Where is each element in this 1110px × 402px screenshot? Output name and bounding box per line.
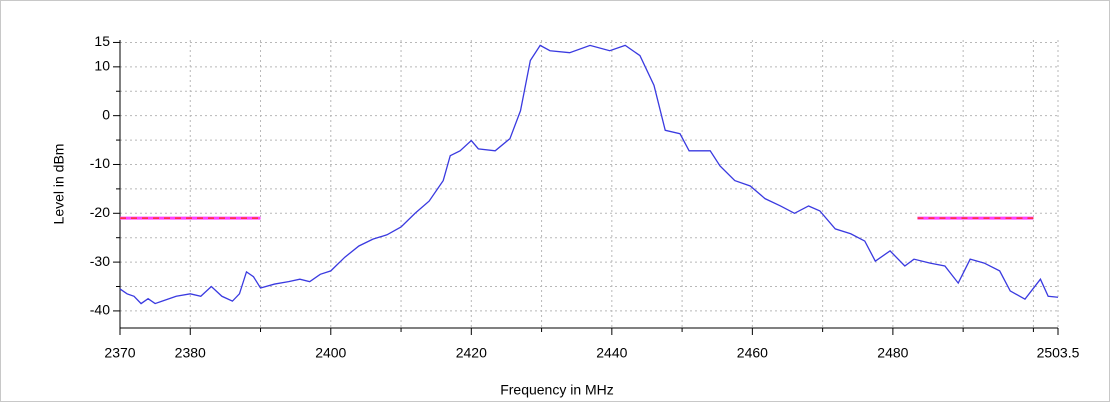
x-tick-label: 2370 [104, 345, 135, 361]
y-tick-label: 10 [94, 58, 110, 74]
y-tick-label: -10 [90, 155, 110, 171]
y-axis-label: Level in dBm [51, 144, 67, 225]
x-tick-label: 2420 [456, 345, 487, 361]
x-axis-label: Frequency in MHz [500, 382, 614, 398]
y-tick-label: -40 [90, 302, 110, 318]
x-tick-label: 2480 [877, 345, 908, 361]
x-tick-label: 2400 [315, 345, 346, 361]
y-tick-label: -20 [90, 204, 110, 220]
trace [119, 44, 1059, 305]
y-tick-label: 15 [94, 33, 110, 49]
x-tick-label: 2440 [596, 345, 627, 361]
x-tick-label: 2460 [737, 345, 768, 361]
x-tick-label: 2503.5 [1037, 345, 1080, 361]
y-tick-label: -30 [90, 253, 110, 269]
y-tick-label: 0 [102, 106, 110, 122]
x-tick-label: 2380 [175, 345, 206, 361]
